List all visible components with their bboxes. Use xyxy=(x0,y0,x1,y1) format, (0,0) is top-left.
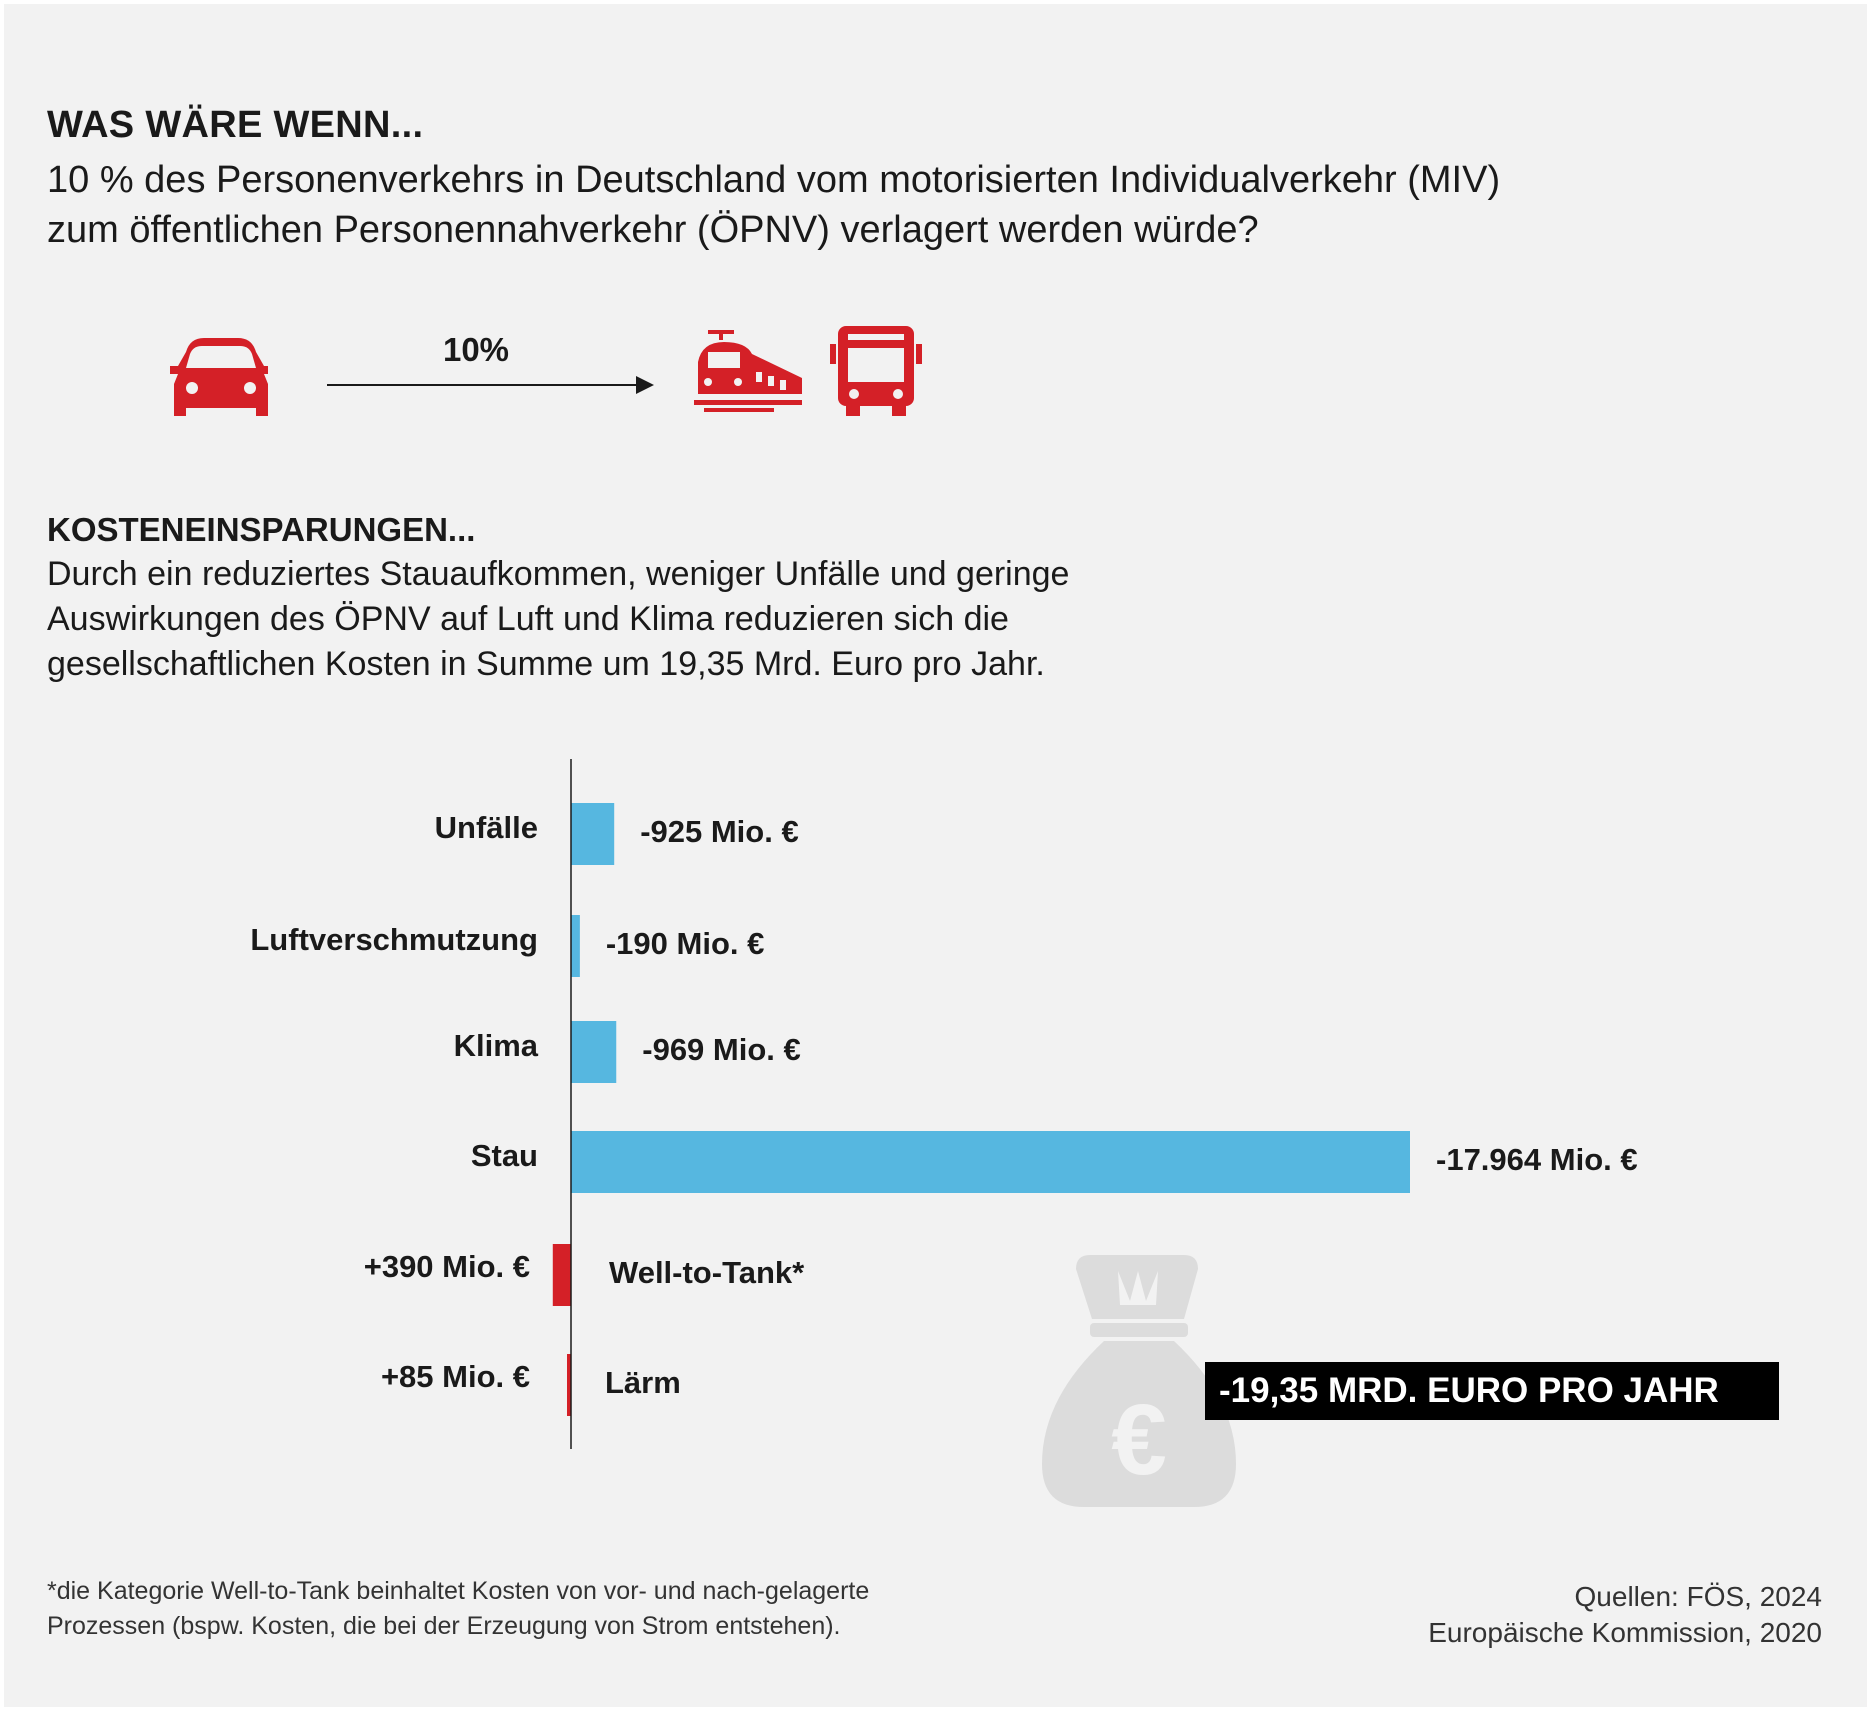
savings-text-line-2: Auswirkungen des ÖPNV auf Luft und Klima… xyxy=(47,600,1009,638)
bar-2 xyxy=(571,1021,617,1083)
category-label: Stau xyxy=(471,1138,538,1173)
sources-line-1: Quellen: FÖS, 2024 xyxy=(1574,1581,1822,1612)
shift-graphic: 10% xyxy=(170,326,922,416)
savings-text-line-1: Durch ein reduziertes Stauaufkommen, wen… xyxy=(47,555,1070,593)
train-icon xyxy=(694,330,802,412)
value-label: +85 Mio. € xyxy=(381,1359,530,1394)
category-label: Lärm xyxy=(605,1365,681,1400)
category-label: Klima xyxy=(454,1028,539,1063)
bar-1 xyxy=(571,915,580,977)
footnote-line-1: *die Kategorie Well-to-Tank beinhaltet K… xyxy=(47,1577,870,1605)
bar-3 xyxy=(571,1131,1410,1193)
bar-0 xyxy=(571,803,615,865)
savings-text-line-3: gesellschaftlichen Kosten in Summe um 19… xyxy=(47,645,1045,683)
bar-4 xyxy=(552,1244,571,1306)
value-label: -925 Mio. € xyxy=(640,814,799,849)
arrow-right-icon xyxy=(327,376,654,394)
bar-5 xyxy=(567,1354,571,1416)
car-icon xyxy=(170,338,268,416)
svg-text:€: € xyxy=(1111,1384,1167,1496)
value-label: -190 Mio. € xyxy=(606,926,765,961)
total-badge: -19,35 MRD. EURO PRO JAHR xyxy=(1205,1362,1779,1420)
shift-percent-label: 10% xyxy=(443,331,509,368)
main-title: WAS WÄRE WENN... xyxy=(47,104,424,146)
bus-icon xyxy=(830,326,922,416)
footnote-line-2: Prozessen (bspw. Kosten, die bei der Erz… xyxy=(47,1612,841,1640)
value-label: -969 Mio. € xyxy=(642,1032,801,1067)
savings-title: KOSTENEINSPARUNGEN... xyxy=(47,511,476,548)
money-bag-euro-icon: € xyxy=(1042,1255,1236,1507)
question-line-1: 10 % des Personenverkehrs in Deutschland… xyxy=(47,159,1501,201)
category-label: Luftverschmutzung xyxy=(250,922,538,957)
category-label: Well-to-Tank* xyxy=(609,1255,805,1290)
infographic-card: WAS WÄRE WENN... 10 % des Personenverkeh… xyxy=(4,4,1867,1707)
category-label: Unfälle xyxy=(435,810,538,845)
sources-line-2: Europäische Kommission, 2020 xyxy=(1428,1617,1822,1648)
value-label: -17.964 Mio. € xyxy=(1436,1142,1638,1177)
cost-bar-chart: Unfälle -925 Mio. € Luftverschmutzung -190 … xyxy=(250,759,1638,1449)
value-label: +390 Mio. € xyxy=(364,1249,530,1284)
total-label: -19,35 MRD. EURO PRO JAHR xyxy=(1219,1371,1719,1410)
question-line-2: zum öffentlichen Personennahverkehr (ÖPN… xyxy=(47,209,1259,251)
